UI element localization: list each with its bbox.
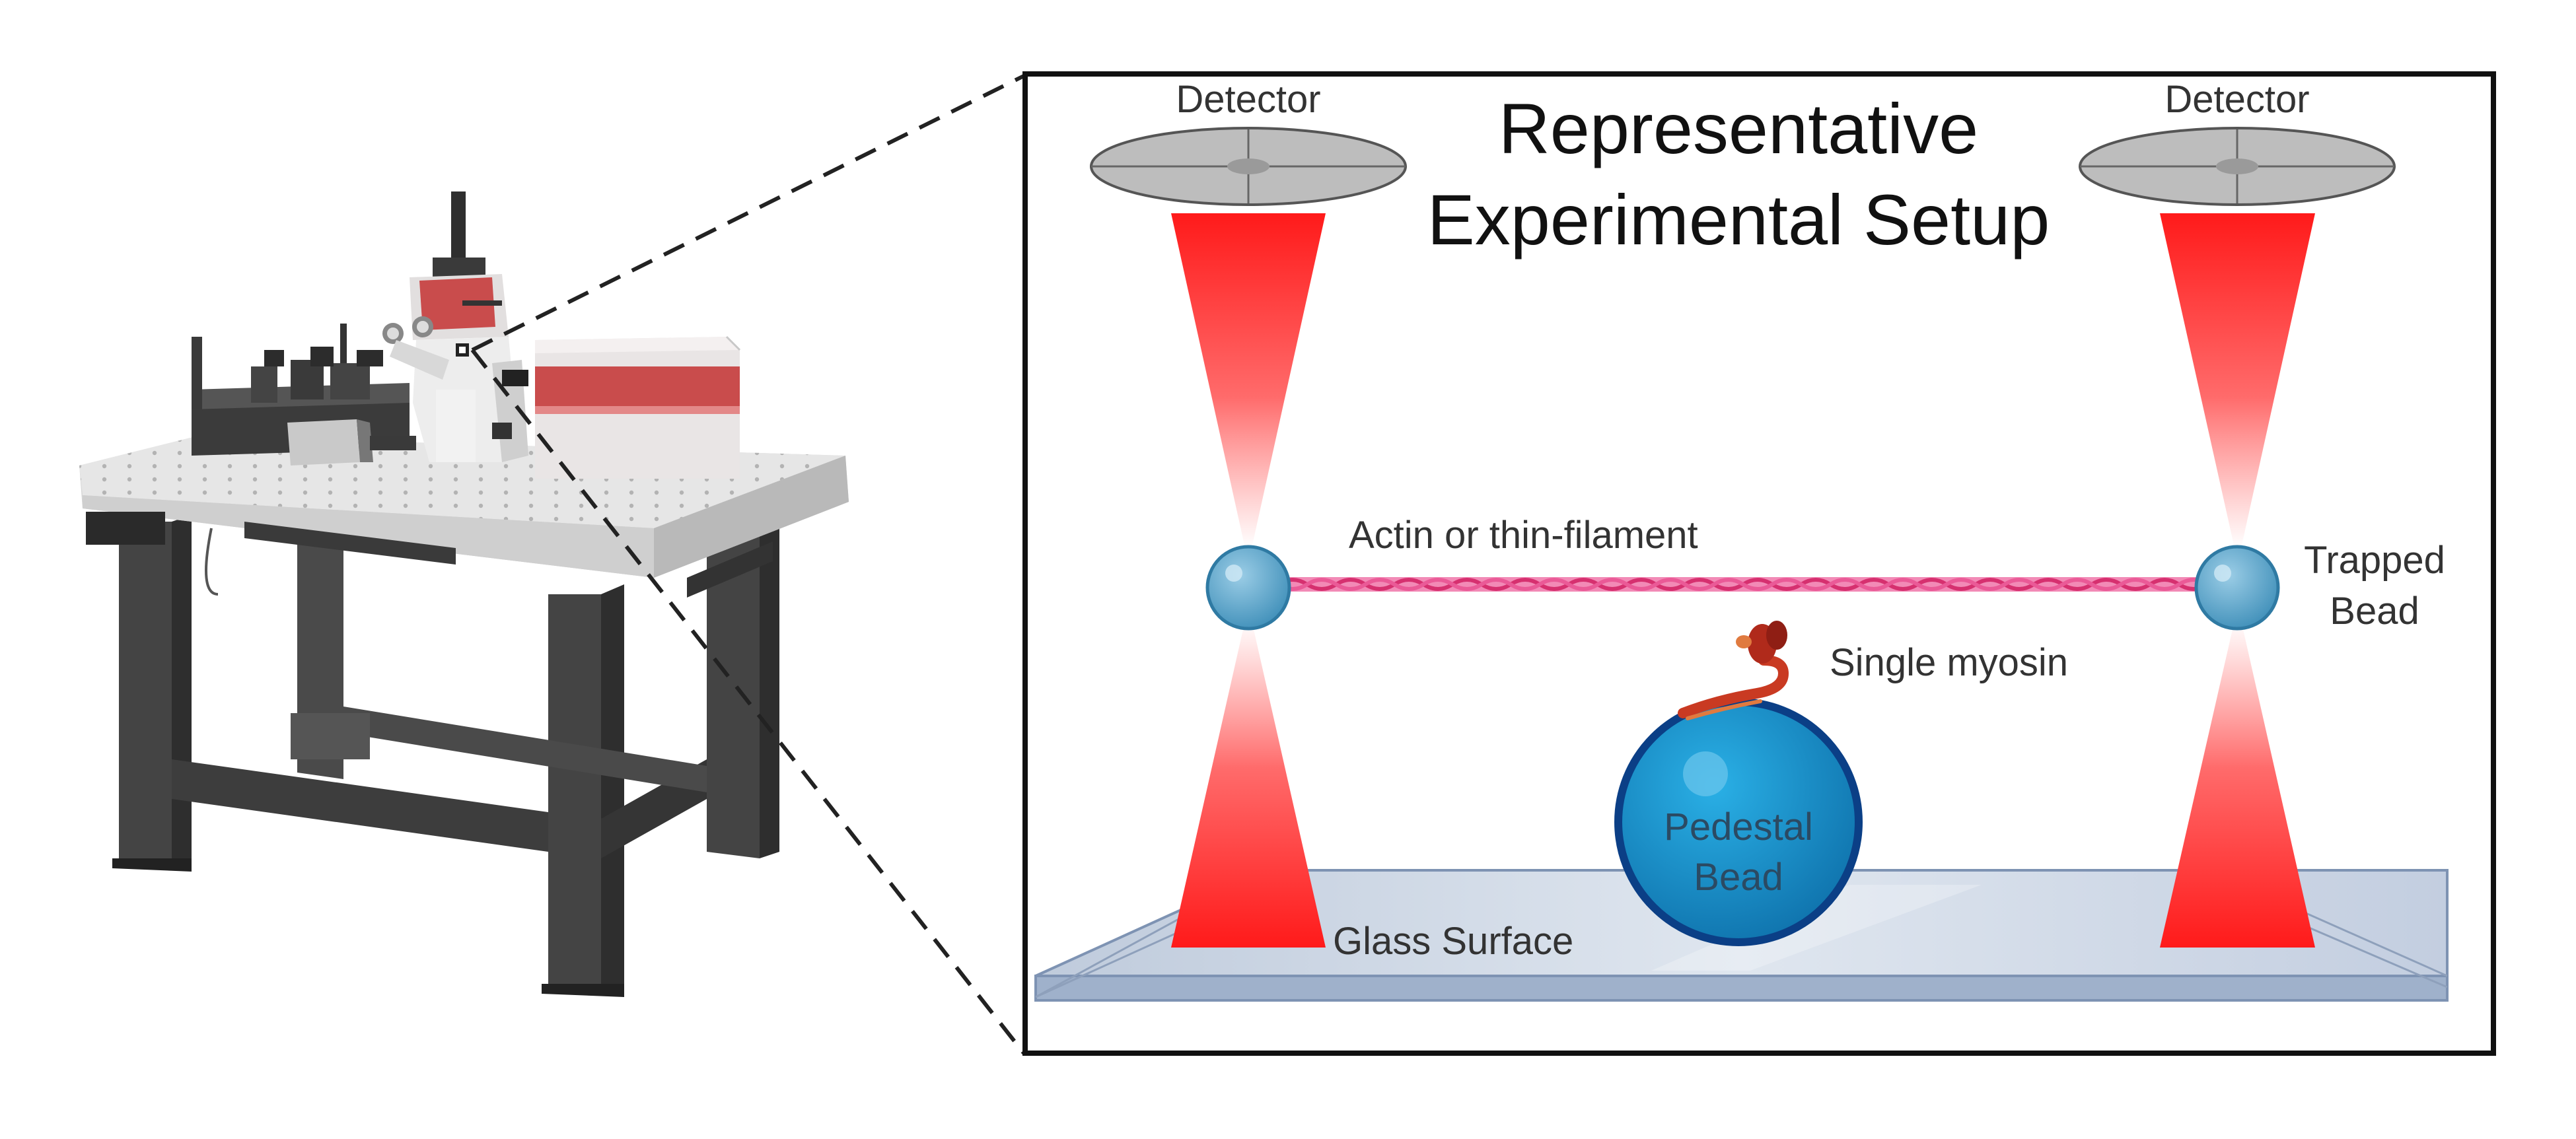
left-laser [1171,213,1326,948]
pedestal-bead-label-line1: Pedestal [1664,806,1813,848]
actin-filament [1271,577,2213,592]
pedestal-bead-label-line2: Bead [1694,856,1783,899]
laser-housing [535,335,741,479]
single-myosin-label: Single myosin [1830,641,2068,684]
panel-title-line2: Experimental Setup [1427,180,2050,259]
trapped-bead-right [2194,545,2280,631]
trapped-bead-left [1205,545,1291,631]
zoom-lines [470,74,1026,1054]
trapped-bead-label-line1: Trapped [2304,539,2445,582]
myosin-icon [1678,621,1789,720]
microscope [382,191,528,462]
right-laser [2160,213,2315,948]
detector-right-label: Detector [2165,78,2309,121]
detector-left [1090,127,1407,206]
breadboard-stage [192,324,416,466]
optical-table-illustration [79,191,849,997]
glass-surface-label: Glass Surface [1333,920,1573,963]
detector-left-label: Detector [1176,78,1320,121]
detector-right [2079,127,2396,206]
panel-title-line1: Representative [1499,88,1978,168]
table-legs [112,515,779,997]
zoom-panel: Representative Experimental Setup [1022,71,2496,1056]
trapped-bead-label-line2: Bead [2330,590,2419,633]
actin-label: Actin or thin-filament [1349,514,1698,557]
